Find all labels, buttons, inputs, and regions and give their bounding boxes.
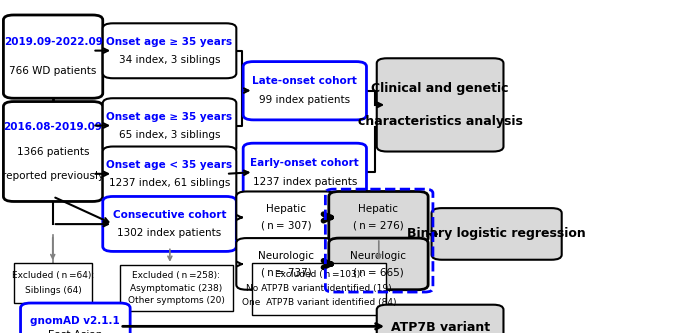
Text: ( n = 665): ( n = 665): [353, 267, 404, 277]
Text: Binary logistic regression: Binary logistic regression: [408, 227, 586, 240]
Text: 766 WD patients: 766 WD patients: [10, 66, 97, 76]
FancyBboxPatch shape: [377, 58, 503, 152]
Text: Late-onset cohort: Late-onset cohort: [252, 76, 358, 86]
Text: ATP7B variant: ATP7B variant: [390, 321, 490, 333]
FancyBboxPatch shape: [103, 196, 236, 251]
Text: Onset age ≥ 35 years: Onset age ≥ 35 years: [106, 37, 233, 47]
Text: ( n = 737): ( n = 737): [260, 267, 312, 277]
Text: 1237 index, 61 siblings: 1237 index, 61 siblings: [109, 178, 230, 188]
Text: 2019.09-2022.09: 2019.09-2022.09: [3, 37, 103, 47]
FancyBboxPatch shape: [236, 191, 336, 243]
FancyBboxPatch shape: [21, 303, 130, 333]
Text: No ATP7B variant identified (19): No ATP7B variant identified (19): [246, 284, 392, 293]
Text: 34 index, 3 siblings: 34 index, 3 siblings: [119, 55, 221, 65]
FancyBboxPatch shape: [103, 98, 236, 153]
FancyBboxPatch shape: [243, 62, 366, 120]
FancyBboxPatch shape: [120, 265, 233, 311]
Text: Neurologic: Neurologic: [258, 251, 314, 261]
Text: 2016.08-2019.09: 2016.08-2019.09: [3, 122, 103, 132]
Text: Clinical and genetic: Clinical and genetic: [371, 82, 509, 95]
FancyBboxPatch shape: [377, 305, 503, 333]
FancyBboxPatch shape: [329, 191, 428, 243]
FancyBboxPatch shape: [3, 15, 103, 98]
Text: Excluded ( n =258):: Excluded ( n =258):: [132, 271, 221, 280]
Text: 65 index, 3 siblings: 65 index, 3 siblings: [119, 130, 221, 140]
Text: Siblings (64): Siblings (64): [25, 286, 82, 295]
FancyBboxPatch shape: [252, 263, 386, 315]
Text: Onset age ≥ 35 years: Onset age ≥ 35 years: [106, 112, 233, 122]
FancyBboxPatch shape: [14, 263, 92, 303]
Text: 99 index patients: 99 index patients: [259, 95, 351, 105]
Text: One  ATP7B variant identified (84): One ATP7B variant identified (84): [242, 298, 396, 307]
Text: gnomAD v2.1.1: gnomAD v2.1.1: [30, 315, 121, 326]
FancyBboxPatch shape: [329, 238, 428, 290]
Text: Other symptoms (20): Other symptoms (20): [128, 296, 225, 305]
Text: 1237 index patients: 1237 index patients: [253, 177, 357, 187]
FancyBboxPatch shape: [236, 238, 336, 290]
Text: Hepatic: Hepatic: [358, 204, 399, 214]
Text: reported previously: reported previously: [2, 171, 104, 181]
FancyBboxPatch shape: [103, 23, 236, 78]
Text: Consecutive cohort: Consecutive cohort: [113, 210, 226, 220]
FancyBboxPatch shape: [432, 208, 562, 260]
FancyBboxPatch shape: [3, 102, 103, 201]
FancyBboxPatch shape: [103, 147, 236, 201]
Text: ( n = 307): ( n = 307): [261, 220, 311, 230]
Text: East Asian: East Asian: [48, 330, 103, 333]
Text: Asymptomatic (238): Asymptomatic (238): [130, 283, 223, 293]
Text: Onset age < 35 years: Onset age < 35 years: [106, 160, 233, 170]
FancyBboxPatch shape: [243, 143, 366, 201]
Text: 1366 patients: 1366 patients: [17, 147, 89, 157]
Text: ( n = 276): ( n = 276): [353, 220, 404, 230]
Text: Early-onset cohort: Early-onset cohort: [251, 158, 359, 168]
Text: Excluded ( n =103):: Excluded ( n =103):: [275, 270, 363, 279]
Text: Hepatic: Hepatic: [266, 204, 306, 214]
Text: Neurologic: Neurologic: [351, 251, 406, 261]
Text: 1302 index patients: 1302 index patients: [117, 228, 222, 238]
Text: characteristics analysis: characteristics analysis: [358, 115, 523, 128]
Text: Excluded ( n =64):: Excluded ( n =64):: [12, 271, 95, 280]
